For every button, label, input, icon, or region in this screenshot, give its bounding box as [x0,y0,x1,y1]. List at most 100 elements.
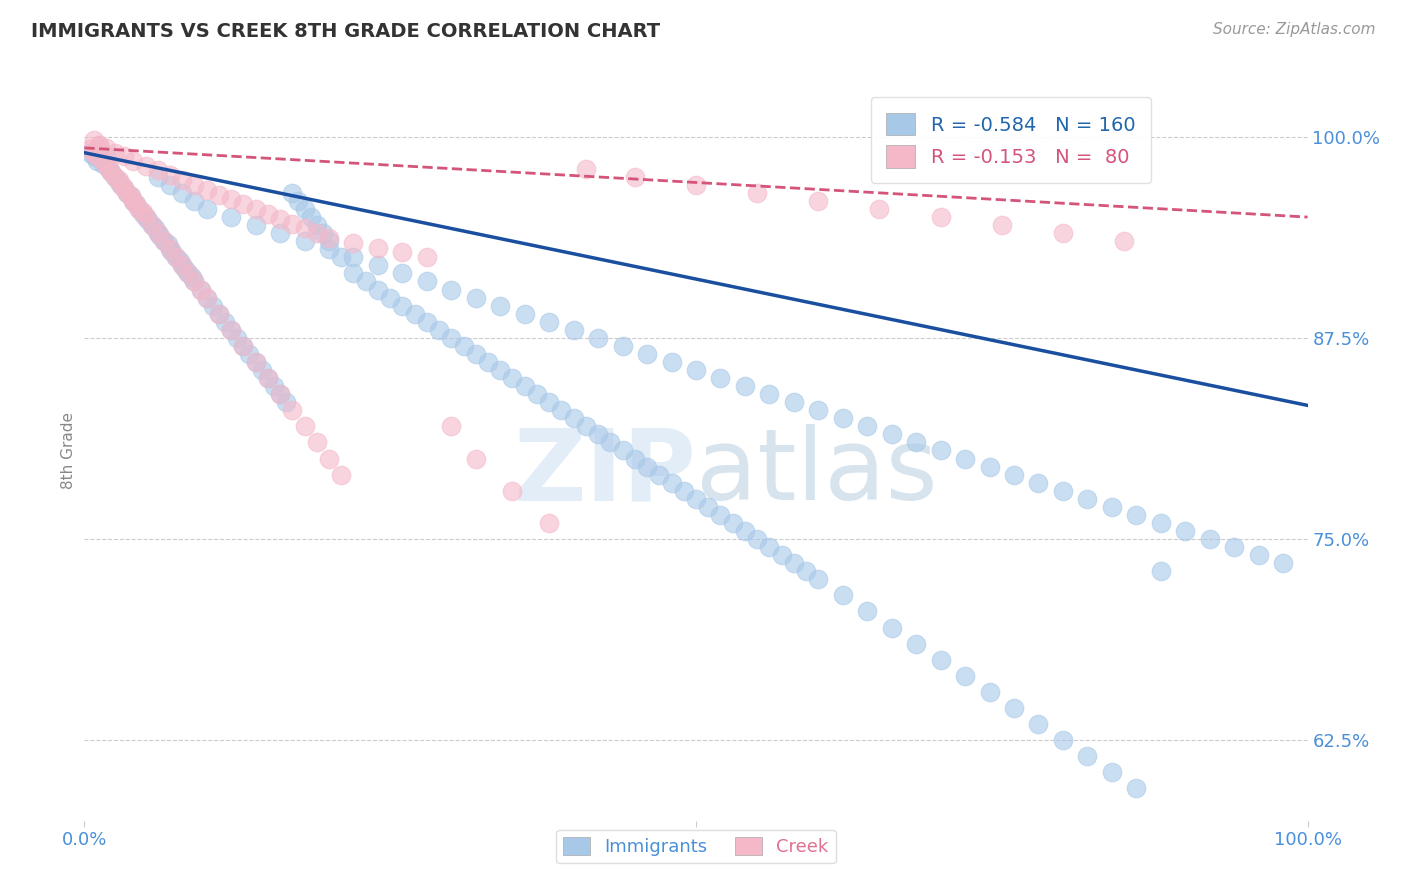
Point [502,371,524,385]
Point [201,299,224,313]
Point [159,242,181,256]
Point [165,250,187,264]
Point [245,355,267,369]
Point [391,267,413,281]
Point [416,315,439,329]
Point [183,194,205,208]
Point [91,153,114,168]
Point [697,500,720,514]
Point [464,291,486,305]
Point [97,161,120,176]
Point [342,235,364,250]
Point [96,149,118,163]
Point [538,516,561,530]
Point [146,163,169,178]
Point [1002,701,1025,715]
Point [1101,500,1123,514]
Point [513,307,536,321]
Point [104,169,127,184]
Point [905,435,928,450]
Point [367,241,389,255]
Point [299,210,322,224]
Point [477,355,499,369]
Point [807,572,830,586]
Point [294,419,316,434]
Point [287,194,309,208]
Point [183,275,205,289]
Point [219,210,242,224]
Point [294,202,316,216]
Point [257,371,280,385]
Point [648,467,671,482]
Point [318,231,340,245]
Point [685,363,707,377]
Point [612,443,634,458]
Point [153,234,176,248]
Point [794,564,817,578]
Point [232,339,254,353]
Point [979,459,1001,474]
Point [427,323,450,337]
Point [783,556,806,570]
Point [1150,516,1173,530]
Point [219,193,242,207]
Point [195,291,218,305]
Text: atlas: atlas [696,425,938,521]
Point [1174,524,1197,538]
Point [177,267,200,281]
Point [294,234,316,248]
Point [165,250,187,264]
Point [1247,548,1270,562]
Point [172,258,194,272]
Point [305,226,328,240]
Point [1125,508,1147,522]
Point [464,451,486,466]
Point [173,261,195,276]
Point [685,491,707,506]
Point [869,202,891,216]
Point [141,218,163,232]
Point [807,403,830,417]
Point [162,245,184,260]
Point [79,143,101,157]
Point [312,226,335,240]
Point [214,315,236,329]
Point [636,347,658,361]
Point [172,186,194,200]
Point [115,186,138,200]
Text: Source: ZipAtlas.com: Source: ZipAtlas.com [1212,22,1375,37]
Point [330,250,353,264]
Point [489,363,512,377]
Point [208,307,231,321]
Point [107,173,129,187]
Point [905,637,928,651]
Point [685,178,707,192]
Point [1198,532,1220,546]
Point [153,234,176,248]
Point [416,275,439,289]
Point [208,187,231,202]
Point [120,189,142,203]
Point [169,253,191,268]
Point [305,435,328,450]
Point [100,165,122,179]
Point [734,379,756,393]
Point [269,226,291,240]
Point [953,451,976,466]
Point [128,202,150,216]
Point [100,165,122,179]
Point [257,207,280,221]
Point [172,173,194,187]
Point [624,169,647,184]
Point [453,339,475,353]
Point [624,451,647,466]
Point [380,291,402,305]
Point [929,210,952,224]
Point [440,283,463,297]
Point [342,250,364,264]
Point [416,250,439,264]
Point [83,145,105,160]
Point [489,299,512,313]
Text: IMMIGRANTS VS CREEK 8TH GRADE CORRELATION CHART: IMMIGRANTS VS CREEK 8TH GRADE CORRELATIO… [31,22,659,41]
Point [599,435,621,450]
